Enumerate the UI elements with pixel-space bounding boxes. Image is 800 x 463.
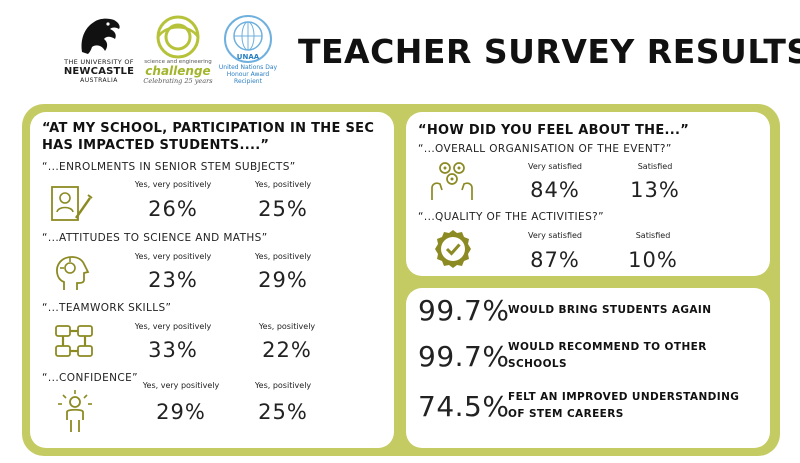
feel-label-satisfied: Satisfied [637,162,673,171]
impact-panel [30,112,394,448]
impact-label-very-positive: Yes, very positively [142,381,220,390]
feel-label-very-satisfied: Very satisfied [528,162,582,171]
rings-icon [156,15,200,59]
impact-value-very-positive: 23% [148,268,198,292]
un-line2: Honour Award [226,71,270,78]
impact-value-positive: 29% [258,268,308,292]
header: THE UNIVERSITY OF NEWCASTLE AUSTRALIA sc… [0,0,800,104]
impact-subject-attitudes: “...ATTITUDES TO SCIENCE AND MATHS” [42,232,268,244]
impact-value-very-positive: 29% [156,400,206,424]
impact-label-very-positive: Yes, very positively [134,180,212,189]
impact-value-very-positive: 26% [148,197,198,221]
impact-label-very-positive: Yes, very positively [134,322,212,331]
summary-value-bring-again: 99.7% [418,294,510,327]
impact-value-positive: 25% [258,400,308,424]
organisation-gears-icon [431,162,473,200]
un-day-award-logo: UNAA United Nations Day Honour Award Rec… [212,14,284,100]
summary-value-recommend: 99.7% [418,340,510,373]
seahorse-icon [81,18,120,54]
summary-text-stem-careers: FELT AN IMPROVED UNDERSTANDING OF STEM C… [508,391,740,420]
summary-panel [406,288,770,448]
head-thinking-icon [56,256,90,290]
summary-text-recommend: WOULD RECOMMEND TO OTHER SCHOOLS [508,341,707,370]
un-emblem-icon: UNAA [224,15,272,63]
impact-label-positive: Yes, positively [254,180,312,189]
impact-subject-teamwork: “...TEAMWORK SKILLS” [42,302,172,314]
confident-person-icon [58,390,92,432]
feel-value-very-satisfied: 87% [530,248,580,272]
impact-label-very-positive: Yes, very positively [134,252,212,261]
impact-value-positive: 22% [262,338,312,362]
feel-value-satisfied: 10% [628,248,678,272]
impact-subject-confidence: “...CONFIDENCE” [42,372,139,384]
sec-line1: science and engineering [144,59,212,65]
feel-subject-quality: “...QUALITY OF THE ACTIVITIES?” [418,211,604,223]
feel-value-satisfied: 13% [630,178,680,202]
quality-badge-icon [435,230,471,268]
sec-line3: Celebrating 25 years [143,77,213,85]
un-line3: Recipient [234,78,262,85]
teamwork-hands-icon [55,325,93,357]
un-badge-text: UNAA [237,53,260,61]
summary-value-stem-careers: 74.5% [418,390,510,423]
impact-subject-enrolments: “...ENROLMENTS IN SENIOR STEM SUBJECTS” [42,161,296,173]
impact-value-very-positive: 33% [148,338,198,362]
impact-value-positive: 25% [258,197,308,221]
feel-label-very-satisfied: Very satisfied [528,231,582,240]
feel-title: “HOW DID YOU FEEL ABOUT THE...” [418,123,690,138]
impact-label-positive: Yes, positively [258,322,316,331]
summary-text-bring-again: WOULD BRING STUDENTS AGAIN [508,304,712,316]
feel-label-satisfied: Satisfied [635,231,671,240]
uon-line3: AUSTRALIA [80,77,118,84]
impact-title: “AT MY SCHOOL, PARTICIPATION IN THE SEC … [42,121,375,153]
un-line1: United Nations Day [218,64,278,71]
uon-line2: NEWCASTLE [63,66,135,77]
feel-value-very-satisfied: 84% [530,178,580,202]
university-of-newcastle-logo: THE UNIVERSITY OF NEWCASTLE AUSTRALIA [54,14,144,94]
feel-subject-organisation: “...OVERALL ORGANISATION OF THE EVENT?” [418,143,672,155]
uon-line1: THE UNIVERSITY OF [64,58,134,66]
sec-logo: science and engineering challenge Celebr… [143,14,213,100]
sec-line2: challenge [145,64,211,78]
impact-label-positive: Yes, positively [254,252,312,261]
page-title: TEACHER SURVEY RESULTS [298,32,800,71]
enrolment-form-icon [51,186,93,221]
impact-label-positive: Yes, positively [254,381,312,390]
